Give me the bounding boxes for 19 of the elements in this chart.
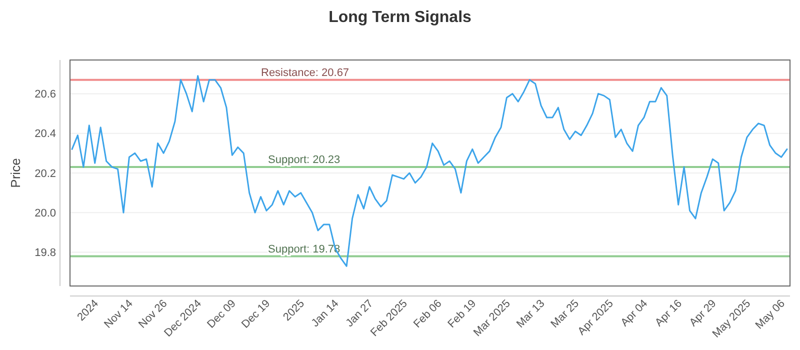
x-tick-label: Feb 06 <box>412 298 444 330</box>
ref-line-label: Resistance: 20.67 <box>261 66 350 79</box>
x-tick-label: May 06 <box>753 298 788 332</box>
ref-line-label: Support: 20.23 <box>268 154 340 166</box>
x-tick-label: Mar 13 <box>514 298 548 330</box>
y-tick-label: 20.6 <box>34 88 56 101</box>
y-tick-label: 20.2 <box>34 168 56 180</box>
x-tick-label: Apr 04 <box>618 298 650 330</box>
y-axis-title: Price <box>8 158 23 188</box>
y-tick-label: 19.8 <box>34 247 56 260</box>
chart-title: Long Term Signals <box>328 9 472 26</box>
line-series <box>71 75 788 267</box>
x-tick-label: Apr 16 <box>653 298 684 330</box>
x-tick-label: Dec 09 <box>205 298 238 331</box>
x-tick-label: Dec 19 <box>239 298 273 331</box>
x-tick-label: Nov 14 <box>102 298 136 331</box>
x-tick-label: Jan 14 <box>309 298 342 330</box>
y-tick-label: 20.0 <box>34 208 56 220</box>
y-tick-label: 20.4 <box>34 128 56 140</box>
